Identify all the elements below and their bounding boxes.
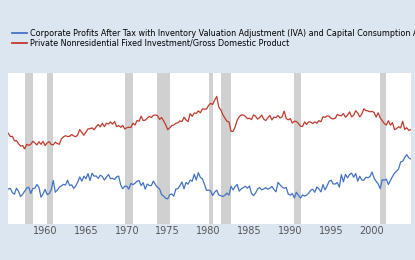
Bar — [157, 73, 170, 224]
Bar — [221, 73, 231, 224]
Bar — [209, 73, 212, 224]
Bar — [125, 73, 133, 224]
Bar — [294, 73, 300, 224]
Bar — [47, 73, 53, 224]
Legend: Corporate Profits After Tax with Inventory Valuation Adjustment (IVA) and Capita: Corporate Profits After Tax with Invento… — [12, 29, 415, 48]
Bar — [380, 73, 386, 224]
Bar — [24, 73, 33, 224]
